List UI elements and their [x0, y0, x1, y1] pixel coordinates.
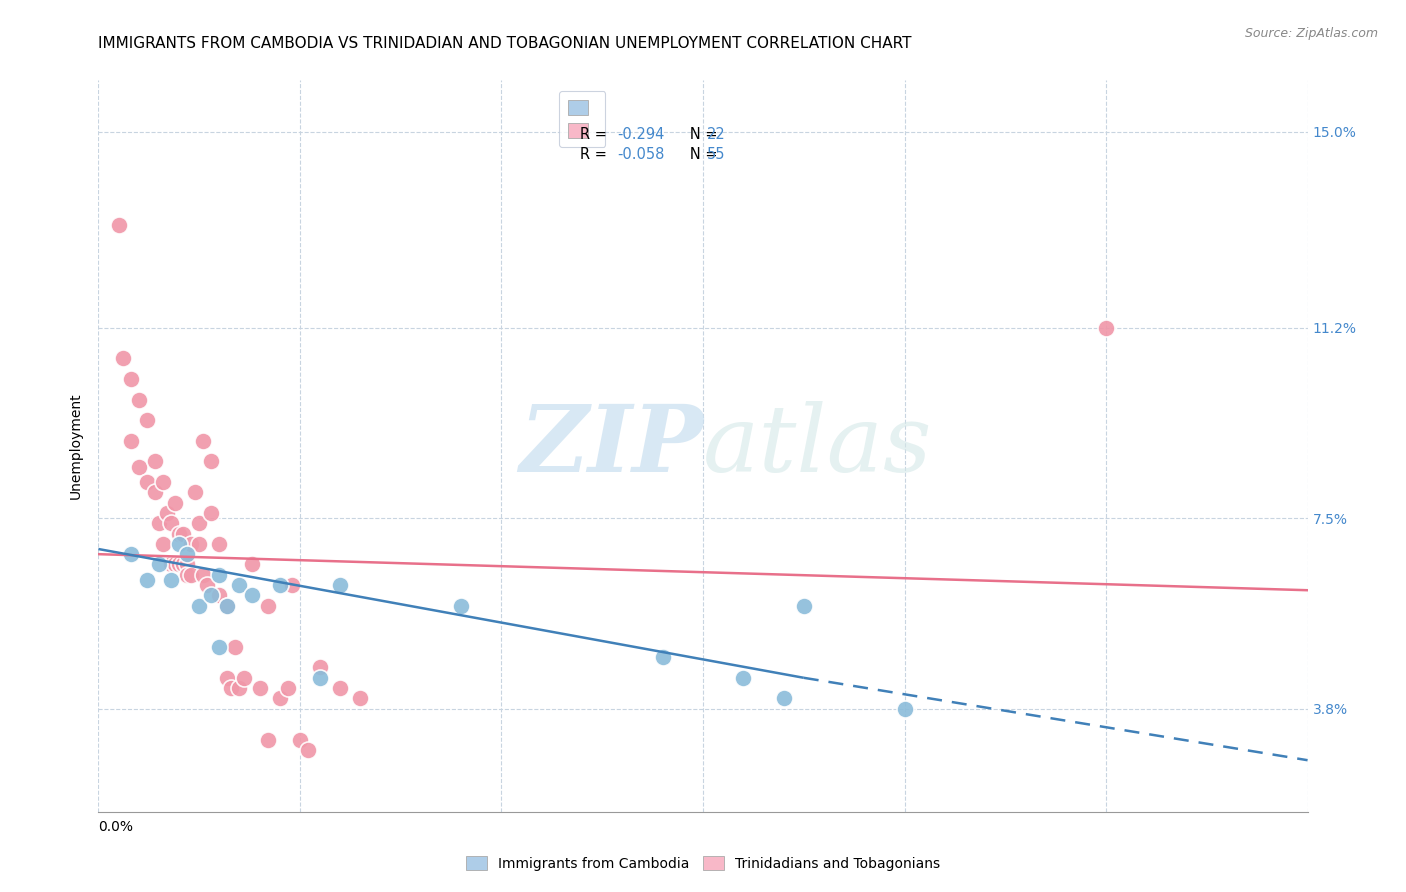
Point — [188, 516, 211, 531]
Text: ZIP: ZIP — [519, 401, 703, 491]
Point — [107, 218, 129, 232]
Point — [288, 732, 311, 747]
Point — [297, 743, 319, 757]
Text: R =: R = — [581, 147, 612, 162]
Point — [232, 671, 254, 685]
Text: 0.0%: 0.0% — [98, 821, 134, 835]
Point — [269, 578, 291, 592]
Point — [163, 558, 186, 572]
Point — [200, 454, 222, 468]
Point — [228, 681, 250, 695]
Point — [208, 640, 231, 654]
Point — [309, 660, 332, 674]
Point — [240, 588, 263, 602]
Point — [249, 681, 271, 695]
Point — [180, 537, 202, 551]
Point — [1095, 320, 1118, 334]
Text: 55: 55 — [707, 147, 725, 162]
Point — [163, 496, 186, 510]
Point — [329, 681, 352, 695]
Point — [120, 547, 142, 561]
Point — [160, 573, 183, 587]
Point — [256, 599, 278, 613]
Point — [281, 578, 304, 592]
Point — [217, 599, 239, 613]
Point — [228, 578, 250, 592]
Text: N =: N = — [676, 128, 723, 142]
Point — [152, 475, 174, 489]
Y-axis label: Unemployment: Unemployment — [69, 392, 83, 500]
Point — [160, 516, 183, 531]
Point — [329, 578, 352, 592]
Point — [176, 547, 198, 561]
Point — [111, 351, 134, 366]
Text: -0.294: -0.294 — [617, 128, 664, 142]
Point — [184, 485, 207, 500]
Point — [160, 558, 183, 572]
Point — [172, 558, 194, 572]
Point — [450, 599, 472, 613]
Point — [200, 588, 222, 602]
Point — [208, 588, 231, 602]
Point — [135, 573, 157, 587]
Point — [793, 599, 815, 613]
Point — [167, 537, 190, 551]
Point — [167, 526, 190, 541]
Point — [128, 459, 150, 474]
Point — [193, 434, 215, 448]
Point — [309, 671, 332, 685]
Point — [651, 650, 673, 665]
Point — [195, 578, 218, 592]
Point — [188, 599, 211, 613]
Point — [167, 558, 190, 572]
Point — [256, 732, 278, 747]
Text: atlas: atlas — [703, 401, 932, 491]
Legend: , : , — [558, 91, 606, 147]
Point — [176, 567, 198, 582]
Legend: Immigrants from Cambodia, Trinidadians and Tobagonians: Immigrants from Cambodia, Trinidadians a… — [460, 851, 946, 876]
Point — [135, 475, 157, 489]
Point — [156, 506, 179, 520]
Point — [172, 526, 194, 541]
Point — [188, 537, 211, 551]
Text: N =: N = — [676, 147, 723, 162]
Point — [221, 681, 243, 695]
Point — [349, 691, 371, 706]
Point — [217, 599, 239, 613]
Point — [224, 640, 246, 654]
Text: 22: 22 — [707, 128, 725, 142]
Point — [240, 558, 263, 572]
Point — [128, 392, 150, 407]
Text: -0.058: -0.058 — [617, 147, 664, 162]
Text: IMMIGRANTS FROM CAMBODIA VS TRINIDADIAN AND TOBAGONIAN UNEMPLOYMENT CORRELATION : IMMIGRANTS FROM CAMBODIA VS TRINIDADIAN … — [98, 36, 912, 51]
Point — [148, 516, 170, 531]
Point — [152, 537, 174, 551]
Point — [208, 537, 231, 551]
Point — [217, 671, 239, 685]
Text: Source: ZipAtlas.com: Source: ZipAtlas.com — [1244, 27, 1378, 40]
Point — [176, 558, 198, 572]
Point — [200, 506, 222, 520]
Point — [208, 567, 231, 582]
Point — [772, 691, 794, 706]
Point — [180, 567, 202, 582]
Point — [143, 454, 166, 468]
Point — [120, 434, 142, 448]
Point — [269, 691, 291, 706]
Point — [148, 558, 170, 572]
Point — [135, 413, 157, 427]
Text: R =: R = — [581, 128, 612, 142]
Point — [120, 372, 142, 386]
Point — [893, 702, 915, 716]
Point — [143, 485, 166, 500]
Point — [277, 681, 299, 695]
Point — [733, 671, 755, 685]
Point — [193, 567, 215, 582]
